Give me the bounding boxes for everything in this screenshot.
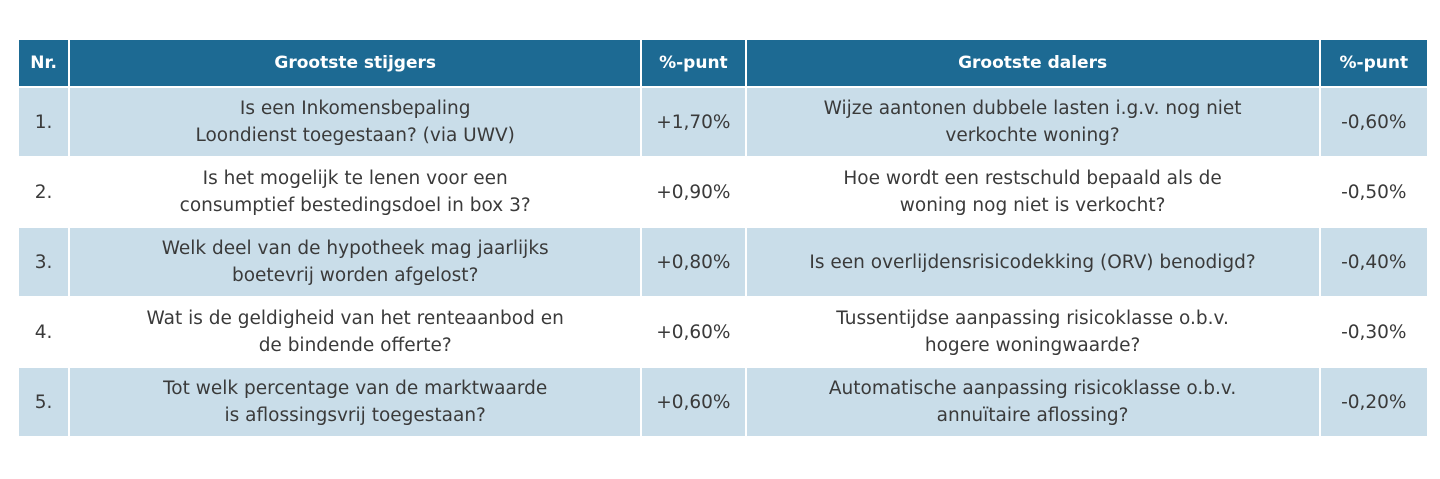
riser-question-line: Is een Inkomensbepaling [239,98,471,119]
row-number: 2. [19,158,69,226]
header-faller-pct: %-punt [1320,40,1427,86]
riser-question: Welk deel van de hypotheek mag jaarlijks… [70,228,641,296]
table-row: 1. Is een Inkomensbepaling Loondienst toe… [19,88,1427,156]
faller-question-line: Is een overlijdensrisicodekking (ORV) be… [809,251,1256,273]
riser-percentage: +0,60% [642,298,745,366]
row-number: 3. [19,228,69,296]
faller-percentage: -0,50% [1320,158,1427,226]
ranking-table-container: Nr. Grootste stijgers %-punt Grootste da… [17,38,1429,438]
faller-question-line: Tussentijdse aanpassing risicoklasse o.b… [836,308,1229,329]
row-number: 4. [19,298,69,366]
table-header-row: Nr. Grootste stijgers %-punt Grootste da… [19,40,1427,86]
faller-question-line: verkochte woning? [945,125,1120,146]
ranking-table: Nr. Grootste stijgers %-punt Grootste da… [17,38,1429,438]
table-row: 2. Is het mogelijk te lenen voor een cons… [19,158,1427,226]
faller-question-line: woning nog niet is verkocht? [899,195,1166,216]
riser-question: Is een Inkomensbepaling Loondienst toeges… [70,88,641,156]
faller-question: Tussentijdse aanpassing risicoklasse o.b… [746,298,1319,366]
riser-question-line: Wat is de geldigheid van het renteaanbod… [146,308,564,329]
faller-percentage: -0,30% [1320,298,1427,366]
riser-question: Is het mogelijk te lenen voor een consump… [70,158,641,226]
faller-percentage: -0,60% [1320,88,1427,156]
riser-percentage: +1,70% [642,88,745,156]
header-risers: Grootste stijgers [70,40,641,86]
faller-percentage: -0,40% [1320,228,1427,296]
faller-question-line: Hoe wordt een restschuld bepaald als de [843,168,1222,189]
table-row: 4. Wat is de geldigheid van het renteaan… [19,298,1427,366]
riser-question-line: boetevrij worden afgelost? [231,265,479,286]
riser-question: Wat is de geldigheid van het renteaanbod… [70,298,641,366]
riser-percentage: +0,60% [642,368,745,436]
riser-question: Tot welk percentage van de marktwaarde is… [70,368,641,436]
table-row: 5. Tot welk percentage van de marktwaard… [19,368,1427,436]
faller-question-line: hogere woningwaarde? [924,335,1141,356]
row-number: 1. [19,88,69,156]
faller-question: Automatische aanpassing risicoklasse o.b… [746,368,1319,436]
row-number: 5. [19,368,69,436]
faller-question: Wijze aantonen dubbele lasten i.g.v. nog… [746,88,1319,156]
riser-question-line: Welk deel van de hypotheek mag jaarlijks [161,238,549,259]
faller-question-line: Automatische aanpassing risicoklasse o.b… [828,378,1237,399]
riser-question-line: Tot welk percentage van de marktwaarde [163,378,548,399]
table-row: 3. Welk deel van de hypotheek mag jaarli… [19,228,1427,296]
faller-question-line: Wijze aantonen dubbele lasten i.g.v. nog… [823,98,1242,119]
faller-question-line: annuïtaire aflossing? [936,405,1129,426]
header-fallers: Grootste dalers [746,40,1319,86]
faller-question: Hoe wordt een restschuld bepaald als de w… [746,158,1319,226]
riser-question-line: consumptief bestedingsdoel in box 3? [179,195,531,216]
riser-percentage: +0,90% [642,158,745,226]
riser-question-line: de bindende offerte? [258,335,452,356]
faller-question: Is een overlijdensrisicodekking (ORV) be… [746,228,1319,296]
riser-question-line: is aflossingsvrij toegestaan? [224,405,486,426]
header-nr: Nr. [19,40,69,86]
riser-percentage: +0,80% [642,228,745,296]
faller-percentage: -0,20% [1320,368,1427,436]
header-riser-pct: %-punt [642,40,745,86]
riser-question-line: Is het mogelijk te lenen voor een [202,168,508,189]
riser-question-line: Loondienst toegestaan? (via UWV) [195,125,515,146]
